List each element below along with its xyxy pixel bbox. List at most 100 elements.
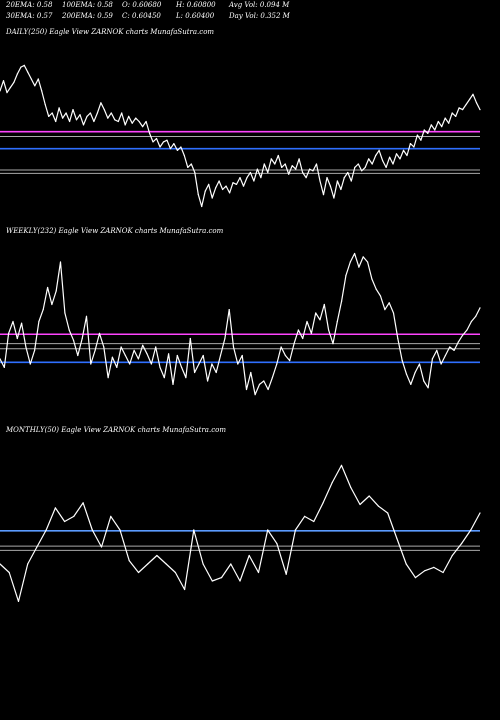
weekly-data-point [38,320,40,323]
weekly-data-point [98,332,101,334]
monthly-data-point [257,571,260,574]
daily-data-point [173,143,175,145]
weekly-data-point [163,377,165,379]
header-low: L: 0.60400 [175,12,215,20]
daily-data-point [30,78,32,80]
daily-data-point [124,124,126,126]
monthly-data-point [110,515,112,518]
weekly-data-point [111,356,113,358]
daily-data-point [430,124,432,126]
daily-data-point [27,71,29,73]
monthly-data-point [239,580,241,582]
daily-data-point [375,154,377,157]
monthly-data-point [220,577,223,579]
daily-data-point [235,183,238,185]
monthly-data-point [340,464,343,466]
weekly-data-point [315,312,317,314]
weekly-data-point [142,344,144,346]
weekly-data-point [172,383,174,385]
daily-data-point [274,163,276,165]
daily-data-point [145,120,147,123]
daily-data-point [55,120,57,123]
daily-data-point [260,177,262,179]
daily-data-point [434,129,436,131]
monthly-data-point [313,520,315,523]
weekly-data-point [85,315,88,317]
monthly-data-point [359,503,361,506]
weekly-data-point [302,337,304,340]
daily-data-point [117,120,119,123]
weekly-data-point [379,295,382,297]
weekly-data-point [55,290,57,292]
monthly-data-point [331,481,333,483]
daily-data-point [103,109,105,111]
monthly-data-point [451,554,453,557]
daily-data-point [302,171,304,174]
daily-data-point [169,148,171,150]
weekly-data-point [34,349,36,351]
weekly-data-point [224,337,226,340]
daily-data-point [176,149,178,151]
weekly-data-point [47,286,49,289]
daily-data-point [180,146,182,148]
weekly-data-point [310,332,312,334]
weekly-data-point [219,354,222,357]
daily-data-point [423,129,425,131]
weekly-data-point [237,363,239,365]
weekly-data-point [194,371,196,374]
daily-data-point [315,163,318,165]
weekly-data-point [349,261,351,263]
daily-data-point [354,166,356,168]
daily-data-point [298,158,300,160]
daily-panel-label: DAILY(250) Eagle View ZARNOK charts Muna… [5,28,214,36]
daily-data-point [462,109,464,111]
weekly-data-point [466,329,468,331]
daily-data-point [319,180,321,182]
daily-data-point [288,173,290,175]
weekly-data-point [384,309,386,311]
weekly-data-point [129,363,131,365]
daily-data-point [69,120,71,123]
weekly-data-point [388,302,390,304]
daily-data-point [162,141,165,143]
daily-data-point [96,112,98,114]
monthly-data-point [165,563,167,565]
daily-data-point [20,66,22,68]
daily-data-point [135,117,137,119]
daily-data-point [9,86,11,89]
daily-data-point [409,143,411,145]
daily-data-point [336,180,338,182]
weekly-data-point [423,380,425,382]
weekly-data-point [21,322,23,324]
daily-data-point [385,166,387,168]
monthly-data-point [100,546,103,548]
daily-data-point [329,185,331,187]
daily-data-point [322,194,325,196]
weekly-data-point [367,261,369,263]
daily-data-point [395,153,398,155]
monthly-data-point [36,546,38,548]
weekly-data-point [401,360,403,362]
daily-data-point [23,64,25,66]
monthly-data-point [73,515,75,518]
daily-data-point [444,117,446,119]
weekly-data-point [146,353,148,355]
header-day-vol: Day Vol: 0.352 M [228,12,291,20]
monthly-data-point [322,502,324,504]
monthly-data-point [424,570,426,572]
monthly-data-point [387,512,389,514]
weekly-data-point [319,319,321,321]
monthly-panel: MONTHLY(50) Eagle View ZARNOK charts Mun… [0,426,481,603]
daily-data-point [246,177,248,179]
daily-data-point [361,170,363,172]
daily-data-point [110,112,112,114]
daily-data-point [357,163,359,165]
weekly-data-point [42,309,44,311]
weekly-data-point [258,383,261,385]
weekly-data-point [371,278,373,280]
daily-reference-lines [0,130,480,174]
daily-data-point [305,177,307,179]
weekly-data-point [202,354,204,357]
weekly-data-point [276,363,278,365]
